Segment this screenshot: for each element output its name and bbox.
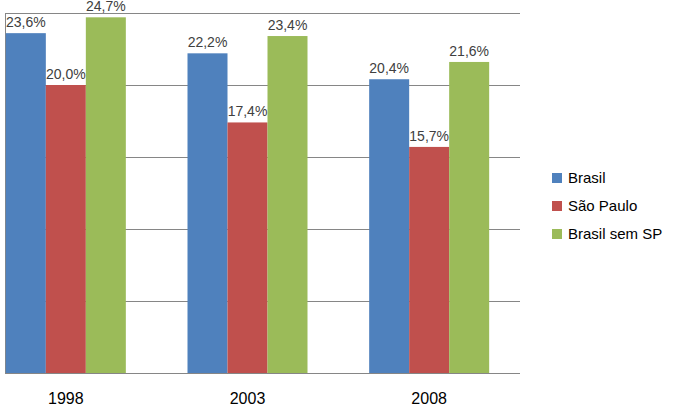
- x-tick-labels: 1998 2003 2008: [48, 390, 447, 407]
- bar: [228, 122, 268, 373]
- data-label: 17,4%: [228, 103, 268, 119]
- data-label: 23,4%: [268, 17, 308, 33]
- bar: [449, 62, 489, 373]
- bar: [268, 36, 308, 373]
- data-label: 23,6%: [6, 14, 46, 30]
- data-label: 22,2%: [188, 34, 228, 50]
- data-label: 21,6%: [449, 43, 489, 59]
- grid: [5, 14, 520, 374]
- x-tick-label: 2003: [230, 390, 266, 407]
- chart: 23,6% 22,2% 20,4% 20,0% 17,4% 15,7% 24,7% 23,4%…: [0, 0, 683, 413]
- bar: [369, 79, 409, 373]
- grid-line: [5, 373, 520, 374]
- data-label: 15,7%: [409, 128, 449, 144]
- x-axis-line: [5, 373, 520, 374]
- legend-label: Brasil: [568, 169, 606, 186]
- chart-container: 23,6% 22,2% 20,4% 20,0% 17,4% 15,7% 24,7% 23,4%…: [0, 0, 683, 413]
- legend: Brasil São Paulo Brasil sem SP: [552, 169, 662, 242]
- bar: [46, 85, 86, 373]
- grid-line: [5, 13, 520, 14]
- bars: [6, 17, 489, 373]
- data-label: 20,0%: [46, 66, 86, 82]
- data-label: 20,4%: [369, 60, 409, 76]
- bar: [6, 33, 46, 373]
- x-tick-label: 2008: [411, 390, 447, 407]
- legend-swatch: [552, 229, 562, 239]
- legend-label: São Paulo: [568, 197, 637, 214]
- data-labels: 23,6% 22,2% 20,4% 20,0% 17,4% 15,7% 24,7% 23,4%…: [6, 0, 489, 144]
- legend-swatch: [552, 173, 562, 183]
- x-tick-label: 1998: [48, 390, 84, 407]
- legend-label: Brasil sem SP: [568, 225, 662, 242]
- bar: [409, 147, 449, 373]
- bar: [188, 53, 228, 373]
- bar: [86, 17, 126, 373]
- legend-swatch: [552, 201, 562, 211]
- data-label: 24,7%: [86, 0, 126, 14]
